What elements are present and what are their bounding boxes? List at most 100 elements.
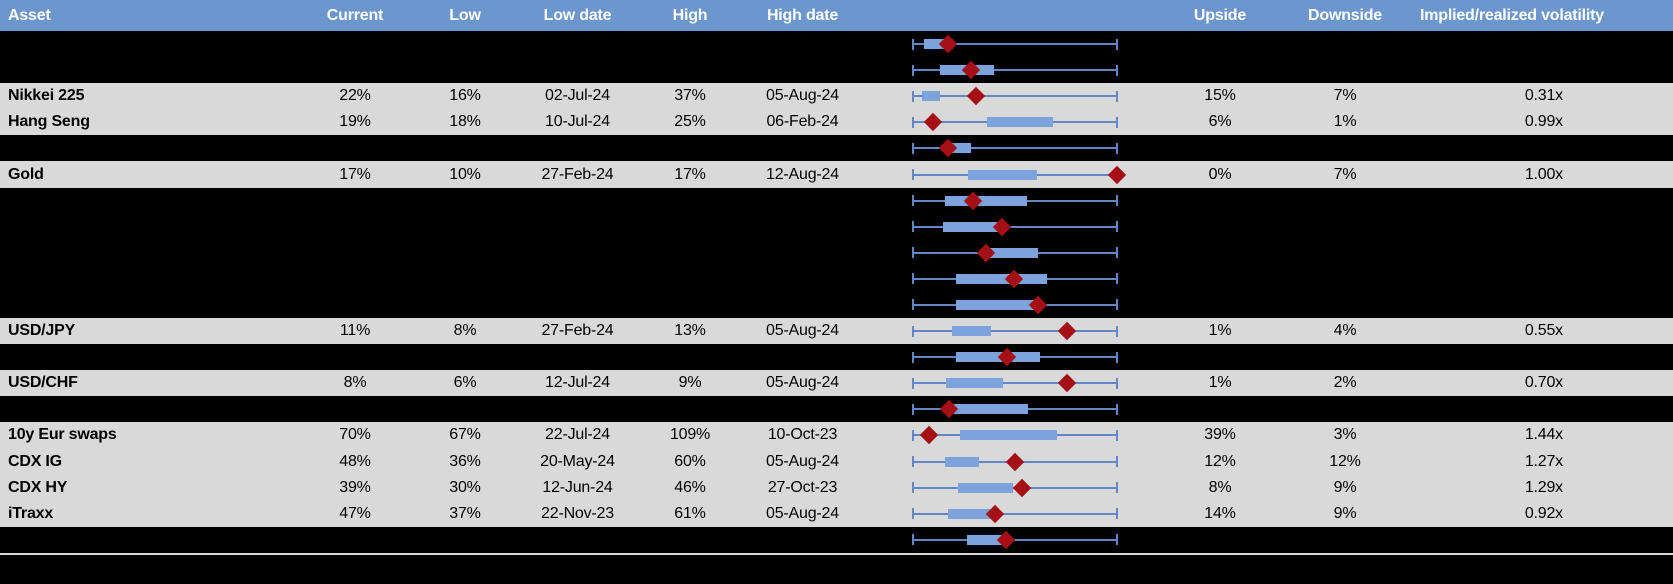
high-date-cell: 10-Oct-23: [767, 426, 838, 444]
asset-cell: Hang Seng: [8, 113, 90, 131]
range-chart-cell: [860, 161, 1170, 187]
table-row: Nikkei 225 22% 16% 02-Jul-24 37% 05-Aug-…: [0, 83, 1673, 110]
high-date-cell: 05-Aug-24: [766, 452, 839, 470]
diamond-marker-icon: [1012, 478, 1032, 497]
range-chart-cell: [860, 240, 1170, 266]
high-cell: 9%: [678, 374, 702, 392]
implied-vol-cell: 0.55x: [1524, 322, 1563, 340]
low-cell: 18%: [449, 113, 481, 131]
upside-cell: 12%: [1204, 452, 1236, 470]
table-row: [0, 291, 1673, 319]
low-cell: 10%: [449, 165, 481, 183]
high-date-cell: 05-Aug-24: [766, 87, 839, 105]
whisker-cap-left: [912, 456, 914, 468]
range-box: [987, 117, 1053, 128]
current-cell: 11%: [339, 322, 371, 340]
range-plot: [912, 344, 1118, 370]
low-date-cell: 20-May-24: [540, 452, 615, 470]
current-cell: 47%: [339, 504, 371, 522]
upside-cell: 39%: [1204, 426, 1236, 444]
range-chart-cell: [860, 266, 1170, 292]
whisker-cap-left: [912, 325, 914, 337]
range-chart-cell: [860, 396, 1170, 422]
diamond-marker-icon: [938, 139, 957, 158]
range-box: [948, 508, 996, 519]
low-cell: 6%: [453, 374, 477, 392]
diamond-marker-icon: [1057, 374, 1077, 393]
whisker-cap-right: [1116, 299, 1118, 311]
whisker-cap-right: [1116, 64, 1118, 76]
implied-vol-cell: 1.27x: [1524, 452, 1563, 470]
whisker-line: [913, 512, 1117, 515]
header-high: High: [672, 6, 708, 24]
diamond-marker-icon: [1057, 321, 1077, 341]
whisker-cap-left: [912, 273, 914, 285]
whisker-cap-left: [912, 142, 914, 154]
asset-cell: iTraxx: [8, 504, 54, 522]
implied-vol-cell: 0.99x: [1524, 113, 1563, 131]
high-cell: 25%: [674, 113, 706, 131]
range-chart-cell: [860, 318, 1170, 344]
range-box: [951, 404, 1028, 415]
range-chart-cell: [860, 292, 1170, 318]
table-row: [0, 396, 1673, 423]
diamond-marker-icon: [997, 530, 1016, 550]
range-box: [958, 482, 1014, 493]
whisker-cap-left: [912, 299, 914, 311]
range-box: [966, 534, 1004, 545]
header-implied-realized-volatility: Implied/realized volatility: [1420, 6, 1604, 24]
table-row: Hang Seng 19% 18% 10-Jul-24 25% 06-Feb-2…: [0, 109, 1673, 136]
current-cell: 17%: [339, 165, 371, 183]
range-box: [960, 430, 1058, 441]
diamond-marker-icon: [923, 113, 942, 132]
implied-vol-cell: 1.29x: [1524, 478, 1563, 496]
whisker-cap-right: [1116, 247, 1118, 259]
upside-cell: 0%: [1208, 165, 1232, 183]
current-cell: 19%: [339, 113, 371, 131]
downside-cell: 9%: [1333, 504, 1357, 522]
low-cell: 36%: [449, 452, 481, 470]
range-plot: [912, 214, 1118, 240]
range-box: [945, 195, 1027, 206]
upside-cell: 8%: [1208, 478, 1232, 496]
asset-cell: Gold: [8, 165, 44, 183]
current-cell: 70%: [339, 426, 371, 444]
table-row: USD/CHF 8% 6% 12-Jul-24 9% 05-Aug-24 1% …: [0, 370, 1673, 397]
whisker-cap-left: [912, 247, 914, 259]
range-plot: [912, 135, 1118, 161]
high-date-cell: 06-Feb-24: [766, 113, 839, 131]
asset-cell: CDX HY: [8, 478, 68, 496]
implied-vol-cell: 1.00x: [1524, 165, 1563, 183]
range-chart-cell: [860, 370, 1170, 396]
whisker-cap-left: [912, 429, 914, 441]
high-date-cell: 27-Oct-23: [767, 478, 838, 496]
high-cell: 13%: [674, 322, 706, 340]
header-downside: Downside: [1308, 6, 1382, 24]
whisker-cap-left: [912, 403, 914, 415]
range-plot: [912, 31, 1118, 57]
range-plot: [912, 57, 1118, 83]
table-row: [0, 239, 1673, 266]
high-cell: 61%: [674, 504, 706, 522]
header-current: Current: [326, 6, 384, 24]
diamond-marker-icon: [992, 217, 1011, 236]
table-row: [0, 526, 1673, 553]
whisker-cap-left: [912, 351, 914, 363]
range-chart-cell: [860, 449, 1170, 475]
range-chart-cell: [860, 422, 1170, 448]
table-row: [0, 344, 1673, 371]
range-box: [988, 247, 1038, 258]
table-row: [0, 135, 1673, 162]
asset-cell: USD/JPY: [8, 322, 76, 340]
whisker-cap-right: [1116, 273, 1118, 285]
downside-cell: 9%: [1333, 478, 1357, 496]
whisker-cap-right: [1116, 456, 1118, 468]
range-box: [942, 221, 999, 232]
table-row: Gold 17% 10% 27-Feb-24 17% 12-Aug-24 0% …: [0, 161, 1673, 188]
downside-cell: 1%: [1333, 113, 1357, 131]
whisker-cap-right: [1116, 377, 1118, 389]
whisker-cap-left: [912, 116, 914, 128]
upside-cell: 6%: [1208, 113, 1232, 131]
range-box: [951, 326, 991, 337]
